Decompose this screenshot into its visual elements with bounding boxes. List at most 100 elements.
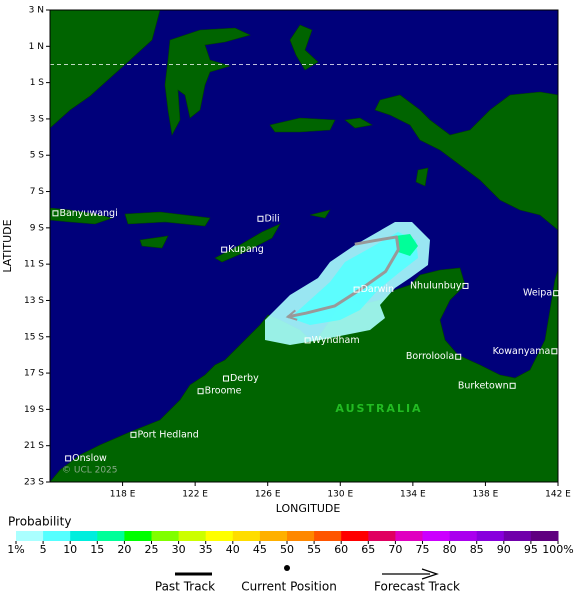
x-tick-label: 118 E: [110, 490, 136, 500]
legend: Past Track Current Position Forecast Tra…: [155, 565, 460, 594]
y-tick-label: 15 S: [24, 332, 44, 342]
colorbar-label: 30: [172, 543, 186, 556]
place-label: Darwin: [361, 284, 394, 295]
colorbar-label: 20: [117, 543, 131, 556]
colorbar-swatch: [151, 531, 180, 541]
x-tick-label: 142 E: [545, 490, 571, 500]
place-marker: [304, 337, 311, 344]
land-label: AUSTRALIA: [335, 402, 422, 415]
y-tick-label: 11 S: [24, 260, 44, 270]
y-tick-label: 3 N: [29, 6, 44, 16]
colorbar-label: 40: [226, 543, 240, 556]
place-label: Derby: [230, 373, 259, 384]
colorbar-label: 15: [90, 543, 104, 556]
forecast-track-icon: [382, 568, 439, 580]
place-label: Borroloola: [406, 351, 454, 362]
colorbar-swatch: [341, 531, 369, 541]
colorbar-label: 10: [63, 543, 77, 556]
colorbar-swatch: [422, 531, 451, 541]
colorbar-swatch: [43, 531, 71, 541]
place-marker: [353, 286, 360, 293]
colorbar-label: 100%: [542, 543, 573, 556]
colorbar-label: 25: [145, 543, 159, 556]
place-marker: [52, 210, 59, 217]
position-icon: [284, 565, 290, 571]
colorbar-swatch: [70, 531, 98, 541]
colorbar-swatch: [232, 531, 261, 541]
colorbar-label: 1%: [7, 543, 24, 556]
place-label: Burketown: [458, 380, 509, 391]
y-axis-label: LATITUDE: [1, 219, 14, 272]
colorbar-swatch: [205, 531, 234, 541]
y-tick-label: 1 N: [29, 42, 44, 52]
colorbar-label: 80: [443, 543, 457, 556]
place-marker: [130, 431, 137, 438]
colorbar-label: 90: [497, 543, 511, 556]
legend-label: Past Track: [155, 580, 215, 594]
place-marker: [462, 282, 469, 289]
x-axis-label: LONGITUDE: [276, 502, 341, 515]
y-tick-label: 1 S: [30, 78, 45, 88]
place-label: Onslow: [72, 453, 107, 464]
y-tick-label: 21 S: [24, 441, 44, 451]
colorbar-swatch: [503, 531, 532, 541]
colorbar-label: 65: [361, 543, 375, 556]
place-label: Banyuwangi: [59, 208, 117, 219]
colorbar-label: 75: [416, 543, 430, 556]
place-label: Dili: [264, 213, 279, 224]
colorbar-label: 35: [199, 543, 213, 556]
colorbar-swatch: [287, 531, 315, 541]
colorbar-swatch: [314, 531, 342, 541]
y-tick-label: 17 S: [24, 369, 44, 379]
legend-label: Forecast Track: [374, 580, 460, 594]
x-tick-label: 138 E: [473, 490, 499, 500]
y-tick-label: 23 S: [24, 478, 44, 488]
colorbar-label: 55: [307, 543, 321, 556]
x-tick-label: 130 E: [327, 490, 353, 500]
land: [49, 9, 559, 483]
copyright: © UCL 2025: [62, 466, 118, 476]
y-tick-label: 7 S: [30, 187, 45, 197]
colorbar-label: 95: [524, 543, 538, 556]
place-label: Kupang: [228, 244, 264, 255]
place-label: Wyndham: [312, 335, 360, 346]
colorbar-label: 45: [253, 543, 267, 556]
place-marker: [509, 382, 516, 389]
y-tick-label: 13 S: [24, 296, 44, 306]
place-marker: [222, 375, 229, 382]
y-tick-label: 9 S: [30, 223, 45, 233]
colorbar-label: 85: [470, 543, 484, 556]
place-marker: [257, 215, 264, 222]
colorbar-label: 70: [388, 543, 402, 556]
colorbar-swatch: [368, 531, 396, 541]
forecast-track: [287, 235, 400, 319]
track-arrowhead: [285, 309, 298, 321]
place-label: Port Hedland: [137, 429, 198, 440]
place-marker: [551, 348, 558, 355]
colorbar-swatch: [97, 531, 125, 541]
y-tick-label: 19 S: [24, 405, 44, 415]
place-label: Weipa: [523, 288, 552, 299]
x-tick-label: 126 E: [255, 490, 281, 500]
colorbar-swatch: [124, 531, 152, 541]
colorbar-swatch: [178, 531, 207, 541]
place-marker: [553, 290, 560, 297]
colorbar-label: 60: [334, 543, 348, 556]
place-label: Nhulunbuy: [410, 280, 462, 291]
y-tick-label: 3 S: [30, 114, 45, 124]
legend-label: Current Position: [241, 580, 337, 594]
colorbar-swatch: [16, 531, 44, 541]
map-frame: [49, 9, 559, 483]
colorbar-label: 5: [40, 543, 47, 556]
y-tick-label: 5 S: [30, 151, 45, 161]
place-label: Broome: [205, 386, 242, 397]
colorbar-swatch: [476, 531, 505, 541]
colorbar-swatch: [530, 531, 559, 541]
colorbar-label: 50: [280, 543, 294, 556]
place-label: Kowanyama: [493, 346, 551, 357]
x-tick-label: 122 E: [182, 490, 208, 500]
place-marker: [221, 246, 228, 253]
colorbar-title: Probability: [8, 515, 71, 529]
colorbar-swatch: [449, 531, 478, 541]
